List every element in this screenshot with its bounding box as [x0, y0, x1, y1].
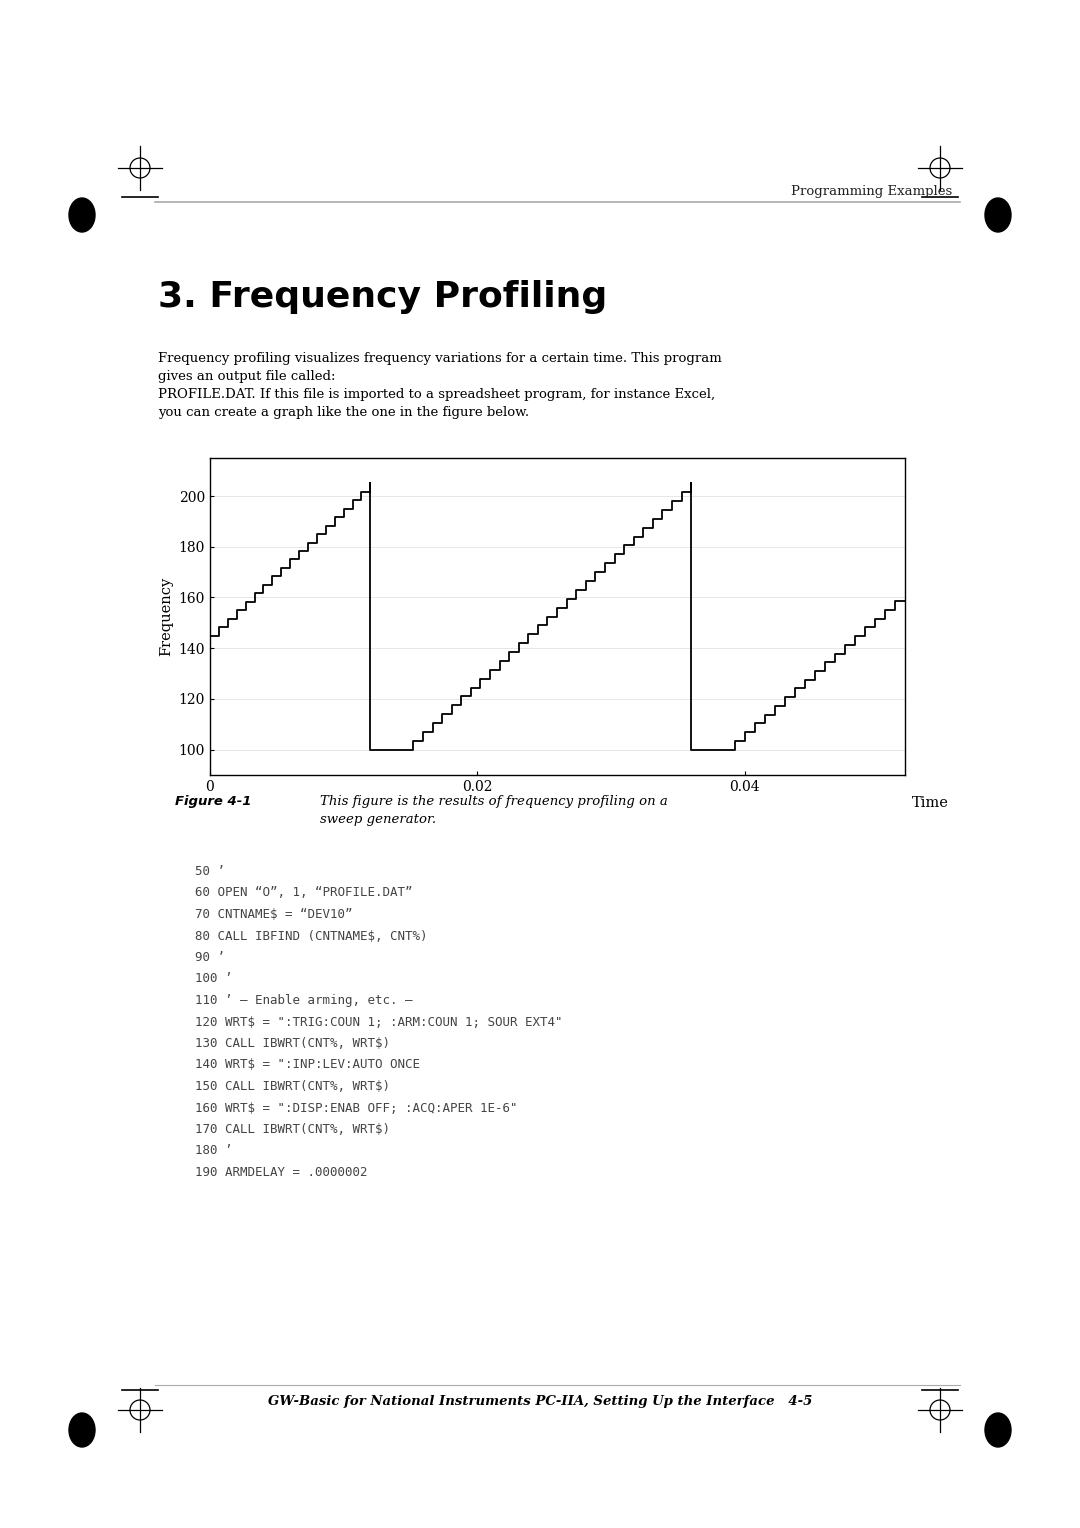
Ellipse shape — [69, 1413, 95, 1447]
Ellipse shape — [69, 199, 95, 232]
Text: 3. Frequency Profiling: 3. Frequency Profiling — [158, 280, 607, 313]
Text: Programming Examples: Programming Examples — [791, 185, 951, 199]
Text: 70 CNTNAME$ = “DEV10”: 70 CNTNAME$ = “DEV10” — [195, 908, 352, 921]
Text: 50 ’: 50 ’ — [195, 865, 225, 879]
Text: PROFILE.DAT. If this file is imported to a spreadsheet program, for instance Exc: PROFILE.DAT. If this file is imported to… — [158, 388, 715, 400]
Text: 170 CALL IBWRT(CNT%, WRT$): 170 CALL IBWRT(CNT%, WRT$) — [195, 1123, 390, 1135]
Ellipse shape — [985, 199, 1011, 232]
Text: sweep generator.: sweep generator. — [320, 813, 436, 827]
Text: 120 WRT$ = ":TRIG:COUN 1; :ARM:COUN 1; SOUR EXT4": 120 WRT$ = ":TRIG:COUN 1; :ARM:COUN 1; S… — [195, 1016, 563, 1028]
Text: you can create a graph like the one in the figure below.: you can create a graph like the one in t… — [158, 406, 529, 419]
Y-axis label: Frequency: Frequency — [159, 578, 173, 656]
Text: Time: Time — [912, 796, 949, 810]
Ellipse shape — [985, 1413, 1011, 1447]
Text: 130 CALL IBWRT(CNT%, WRT$): 130 CALL IBWRT(CNT%, WRT$) — [195, 1038, 390, 1050]
Text: gives an output file called:: gives an output file called: — [158, 370, 336, 384]
Text: 180 ’: 180 ’ — [195, 1144, 232, 1158]
Text: 140 WRT$ = ":INP:LEV:AUTO ONCE: 140 WRT$ = ":INP:LEV:AUTO ONCE — [195, 1059, 420, 1071]
Text: 190 ARMDELAY = .0000002: 190 ARMDELAY = .0000002 — [195, 1166, 367, 1180]
Text: 110 ’ — Enable arming, etc. —: 110 ’ — Enable arming, etc. — — [195, 995, 413, 1007]
Text: Frequency profiling visualizes frequency variations for a certain time. This pro: Frequency profiling visualizes frequency… — [158, 351, 721, 365]
Text: 60 OPEN “O”, 1, “PROFILE.DAT”: 60 OPEN “O”, 1, “PROFILE.DAT” — [195, 886, 413, 900]
Text: Figure 4-1: Figure 4-1 — [175, 795, 252, 808]
Text: 90 ’: 90 ’ — [195, 950, 225, 964]
Text: 80 CALL IBFIND (CNTNAME$, CNT%): 80 CALL IBFIND (CNTNAME$, CNT%) — [195, 929, 428, 943]
Text: 160 WRT$ = ":DISP:ENAB OFF; :ACQ:APER 1E-6": 160 WRT$ = ":DISP:ENAB OFF; :ACQ:APER 1E… — [195, 1102, 517, 1114]
Text: This figure is the results of frequency profiling on a: This figure is the results of frequency … — [320, 795, 667, 808]
Text: 150 CALL IBWRT(CNT%, WRT$): 150 CALL IBWRT(CNT%, WRT$) — [195, 1080, 390, 1093]
Text: 100 ’: 100 ’ — [195, 972, 232, 986]
Text: GW-Basic for National Instruments PC-IIA, Setting Up the Interface   4-5: GW-Basic for National Instruments PC-IIA… — [268, 1395, 812, 1407]
